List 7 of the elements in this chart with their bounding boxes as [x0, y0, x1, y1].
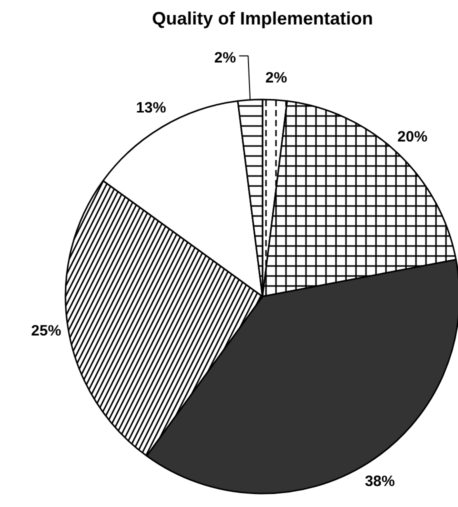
data-label: 2%	[265, 69, 288, 86]
data-label: 38%	[364, 472, 395, 490]
data-label: 20%	[397, 128, 428, 146]
data-label: 2%	[214, 49, 236, 66]
data-label: 25%	[31, 322, 62, 340]
chart-title: Quality of Implementation	[152, 8, 374, 28]
data-label: 13%	[136, 99, 166, 116]
